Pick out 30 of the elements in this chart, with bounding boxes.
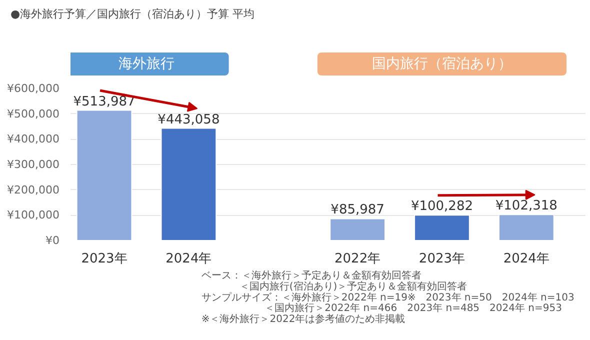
y-tick-label: ¥600,000 <box>7 82 60 95</box>
data-label: ¥85,987 <box>330 202 384 218</box>
chart-title: ●海外旅行予算／国内旅行（宿泊あり）予算 平均 <box>10 8 255 20</box>
bar <box>160 128 217 240</box>
y-tick-label: ¥0 <box>46 234 60 247</box>
x-tick-label: 2024年 <box>503 252 550 266</box>
text: ＜国内旅行＞2022年 n=466 2023年 n=485 2024年 n=953 <box>264 302 562 314</box>
bar <box>498 214 554 240</box>
y-tick-label: ¥100,000 <box>7 208 60 222</box>
text: ベース：＜海外旅行＞予定あり＆金額有効回答者 <box>201 270 422 282</box>
text: 国内旅行（宿泊あり） <box>372 56 512 72</box>
text: ＜国内旅行(宿泊あり)＞予定あり＆金額有効回答者 <box>239 280 468 292</box>
y-tick-label: ¥300,000 <box>7 158 60 171</box>
text: サンプルサイズ：＜海外旅行＞2022年 n=19※ 2023年 n=50 2024年 n=103 <box>201 291 574 304</box>
data-label: ¥100,282 <box>410 199 473 214</box>
x-tick-label: 2023年 <box>81 252 128 266</box>
bar <box>414 214 470 240</box>
text: ※＜海外旅行＞2022年は参考値のため非掲載 <box>201 313 406 325</box>
x-tick-label: 2023年 <box>418 252 466 266</box>
y-tick-label: ¥200,000 <box>7 183 60 196</box>
text: 海外旅行 <box>118 56 174 72</box>
data-label: ¥102,318 <box>495 198 558 214</box>
bar <box>76 110 132 240</box>
x-tick-label: 2022年 <box>334 252 381 266</box>
y-tick-label: ¥500,000 <box>7 107 60 120</box>
x-tick-label: 2024年 <box>166 252 212 266</box>
data-label: ¥513,987 <box>73 94 136 110</box>
y-tick-label: ¥400,000 <box>7 132 60 146</box>
data-label: ¥443,058 <box>158 112 220 128</box>
bar <box>330 218 386 240</box>
